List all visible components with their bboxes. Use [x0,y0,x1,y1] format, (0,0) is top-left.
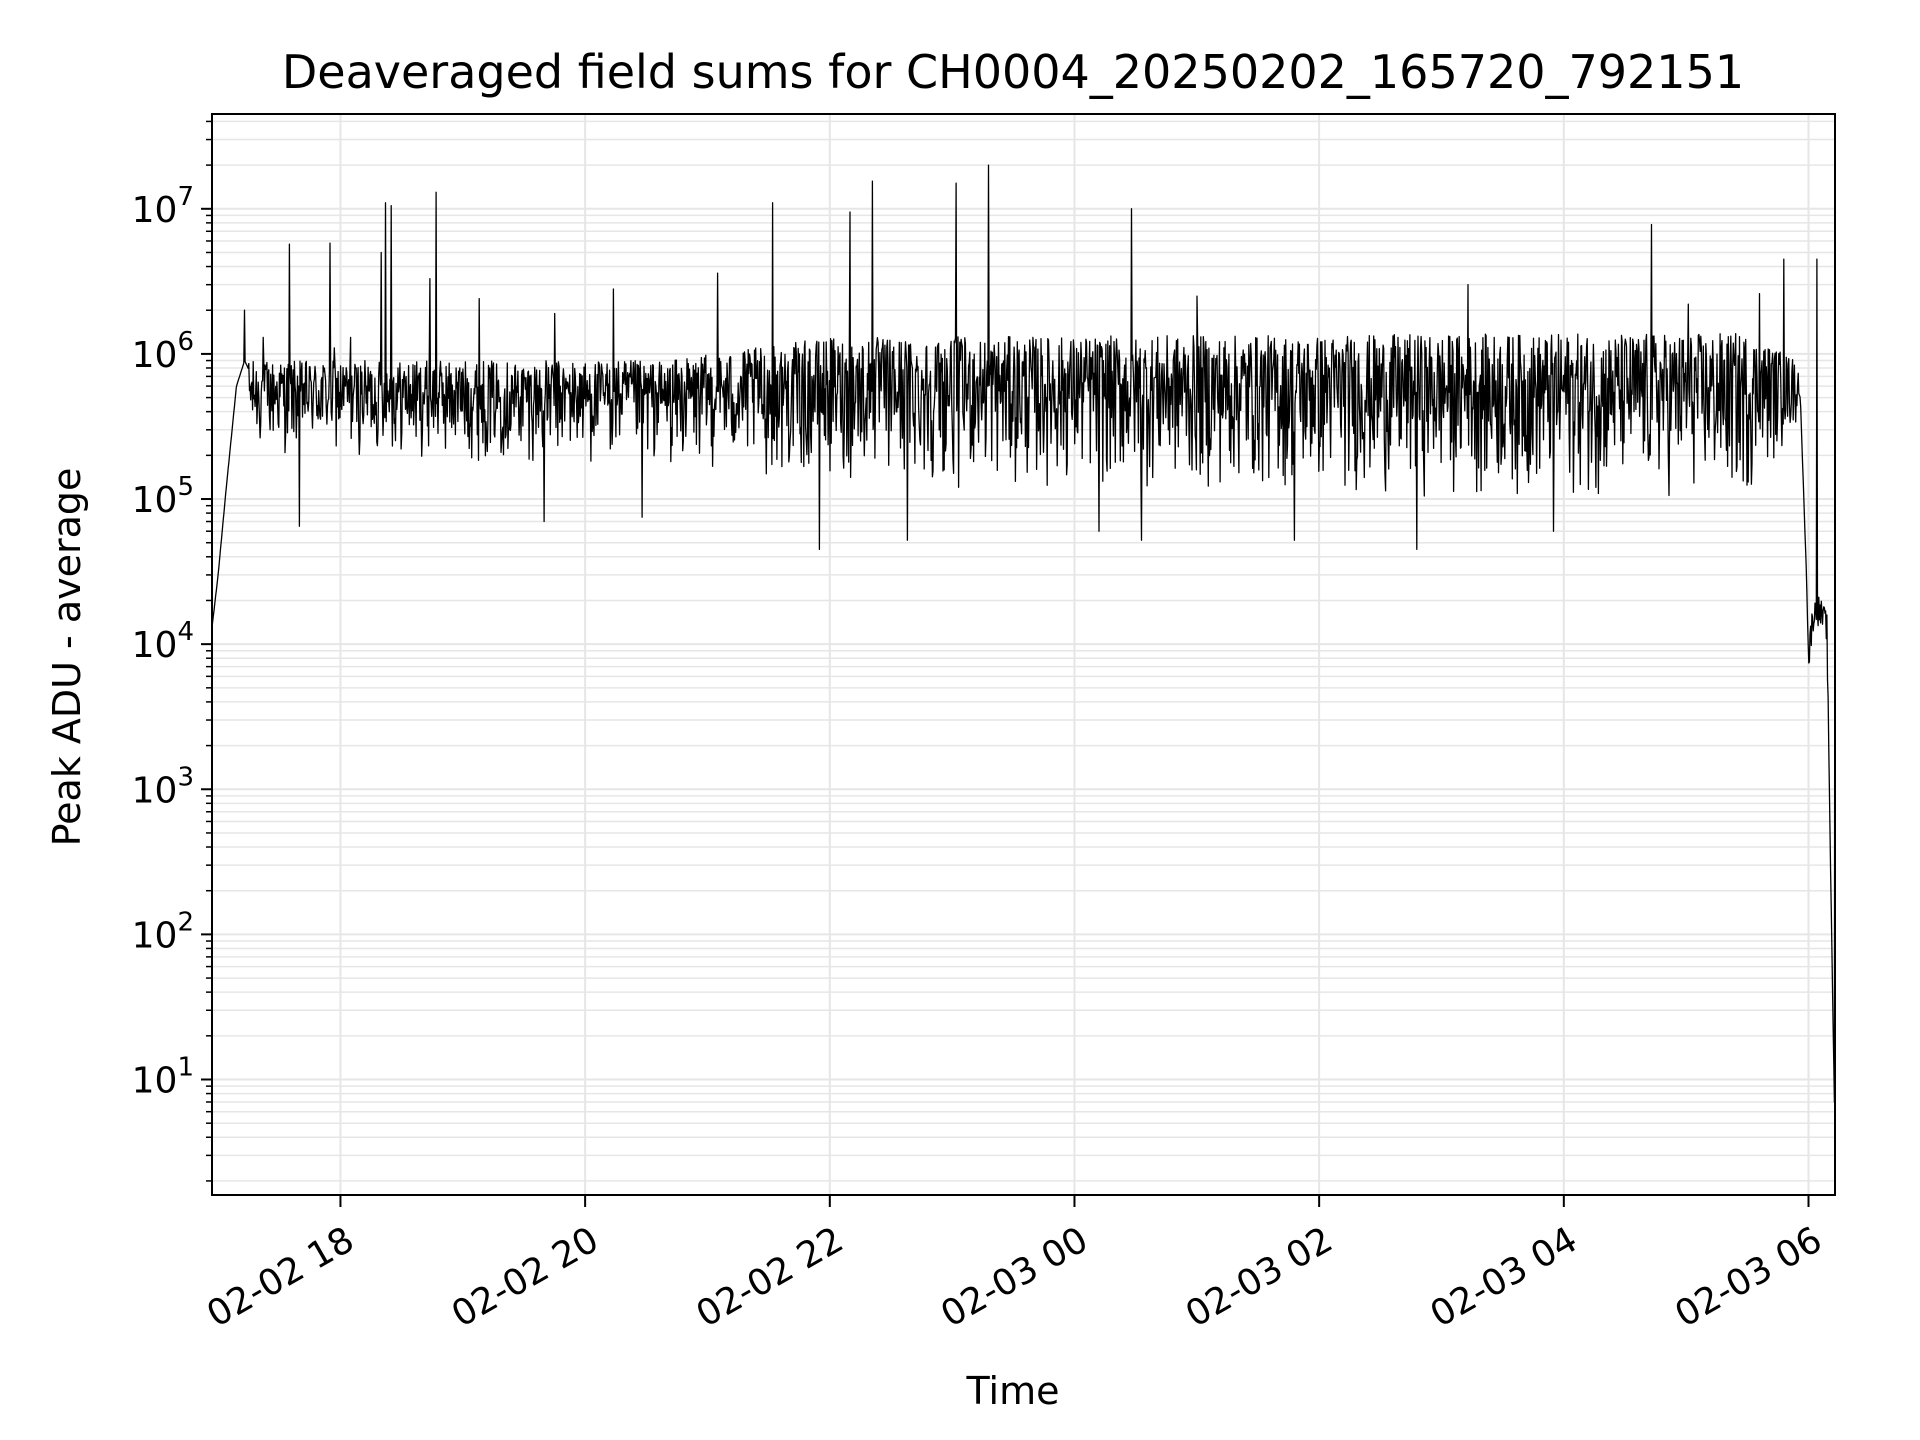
x-axis-label: Time [966,1369,1060,1413]
y-tick-label-base: 10 [132,625,178,666]
y-tick-label-base: 10 [132,915,178,956]
plot-frame [211,113,1836,1196]
y-tick-label-exponent: 1 [177,1053,194,1083]
y-tick-label: 104 [132,617,194,666]
y-tick-label: 102 [132,907,194,956]
y-tick-label-base: 10 [132,190,178,231]
y-tick-label: 107 [132,182,194,231]
y-axis-label: Peak ADU - average [45,468,89,847]
chart-title: Deaveraged field sums for CH0004_2025020… [282,45,1744,99]
y-tick-label-exponent: 5 [177,472,194,502]
y-tick-label: 105 [132,472,194,521]
y-tick-label: 101 [132,1053,194,1102]
y-tick-label-exponent: 7 [177,182,194,212]
series-line [212,164,1835,1103]
y-tick-label-base: 10 [132,770,178,811]
y-tick-label-base: 10 [132,1061,178,1102]
y-tick-label-exponent: 6 [177,327,194,357]
y-tick-label-base: 10 [132,335,178,376]
x-gridlines [339,114,1810,1195]
y-tick-label-exponent: 3 [177,762,194,792]
y-tick-label: 106 [132,327,194,376]
y-tick-label-exponent: 4 [177,617,194,647]
y-tick-label-exponent: 2 [177,907,194,937]
y-tick-label: 103 [132,762,194,811]
y-tick-label-base: 10 [132,480,178,521]
series-layer [212,164,1835,1103]
